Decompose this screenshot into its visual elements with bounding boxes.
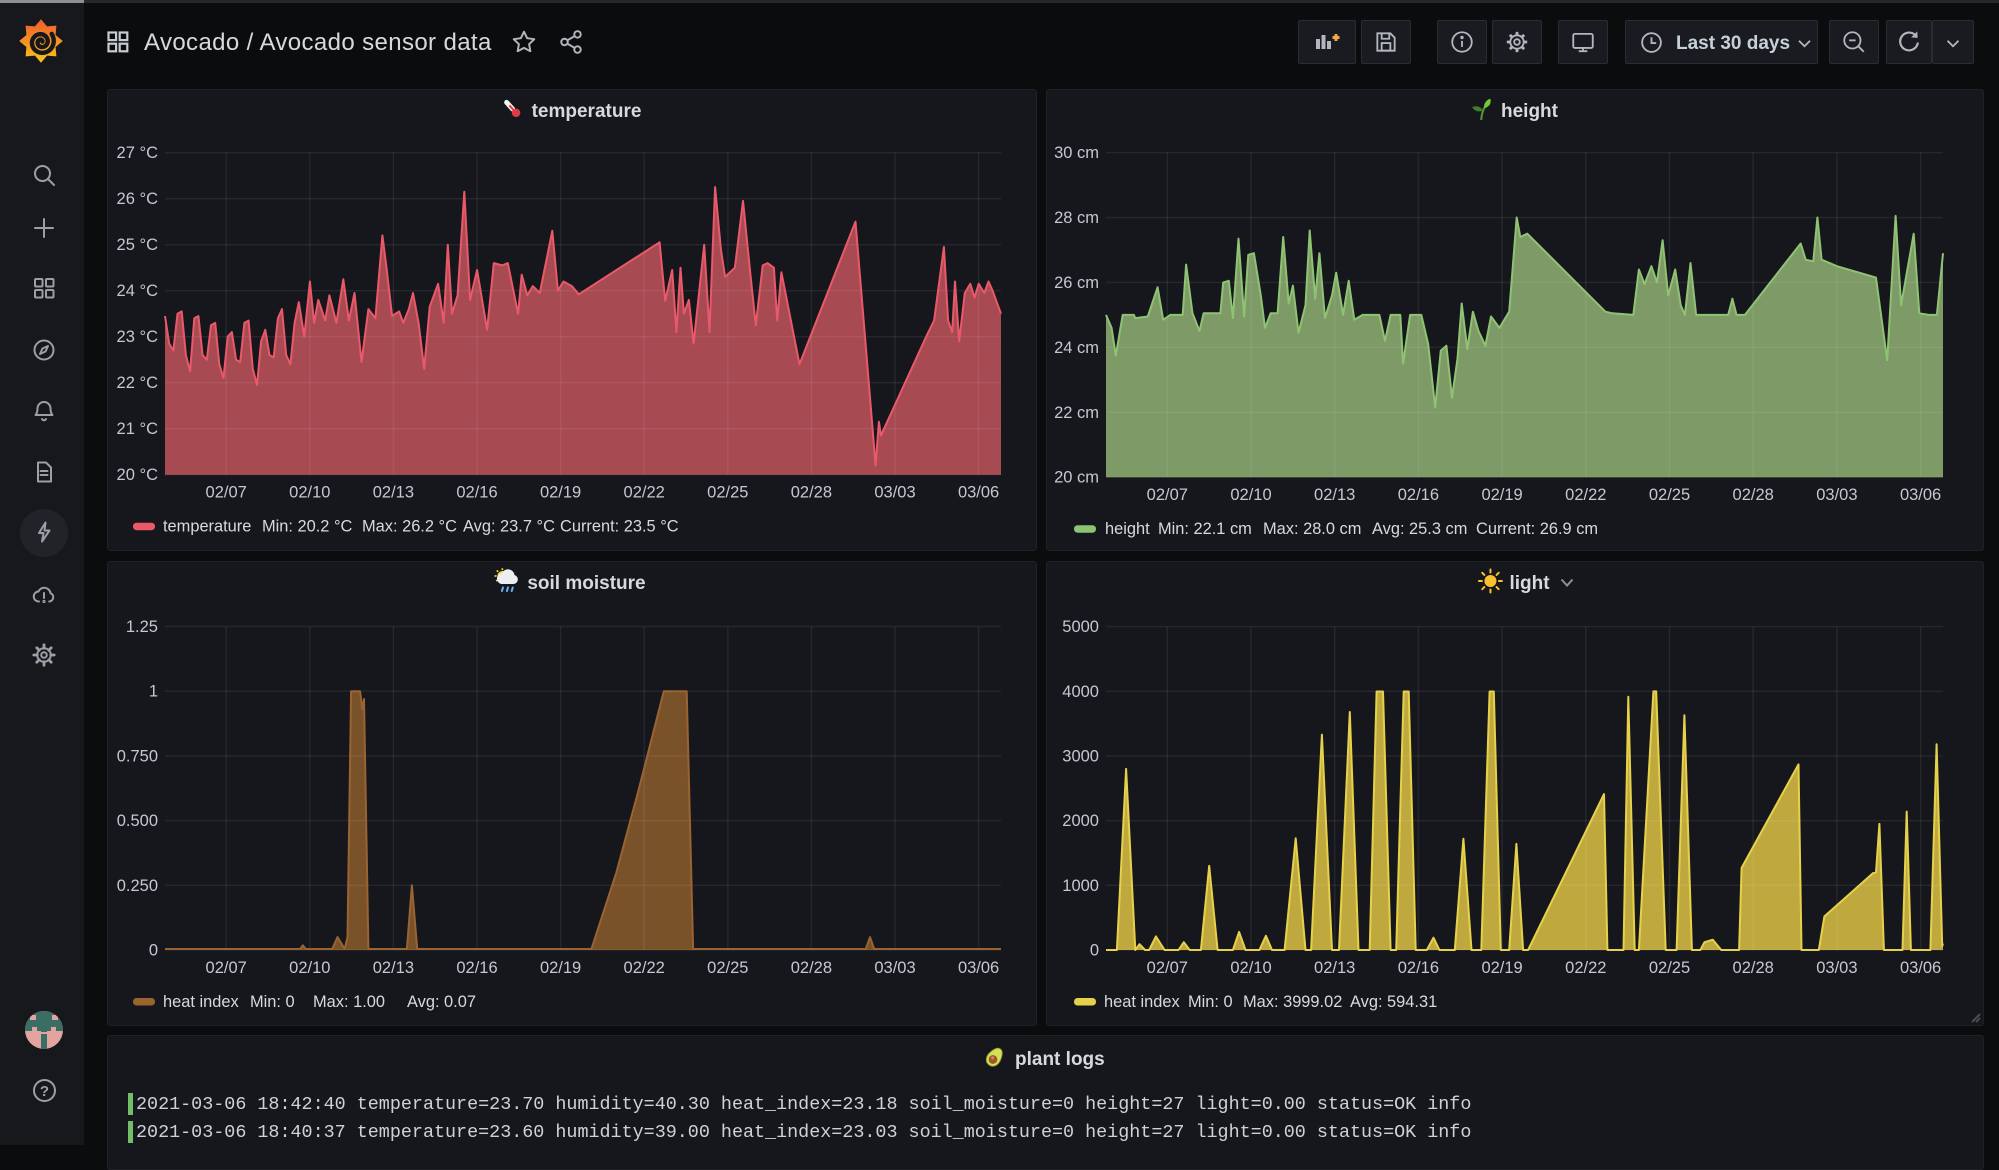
svg-text:02/07: 02/07 <box>206 484 247 502</box>
svg-text:02/10: 02/10 <box>1230 486 1271 504</box>
svg-text:4000: 4000 <box>1062 683 1099 701</box>
svg-text:02/19: 02/19 <box>1481 486 1522 504</box>
svg-text:02/13: 02/13 <box>1314 486 1355 504</box>
svg-text:light: light <box>1509 573 1550 594</box>
svg-text:0.500: 0.500 <box>117 812 158 830</box>
svg-text:02/22: 02/22 <box>1565 959 1606 977</box>
svg-text:02/25: 02/25 <box>707 959 748 977</box>
svg-text:02/19: 02/19 <box>1481 959 1522 977</box>
svg-text:22 cm: 22 cm <box>1054 404 1099 422</box>
svg-text:1000: 1000 <box>1062 877 1099 895</box>
svg-text:23 °C: 23 °C <box>117 328 159 346</box>
svg-text:26 cm: 26 cm <box>1054 274 1099 292</box>
svg-text:02/25: 02/25 <box>1649 486 1690 504</box>
svg-text:02/16: 02/16 <box>456 959 497 977</box>
svg-text:Max: 26.2 °C: Max: 26.2 °C <box>362 518 457 536</box>
svg-text:1: 1 <box>149 683 158 701</box>
svg-text:21 °C: 21 °C <box>117 420 159 438</box>
svg-text:Avg: 594.31: Avg: 594.31 <box>1350 993 1437 1011</box>
svg-text:0.250: 0.250 <box>117 877 158 895</box>
svg-text:03/06: 03/06 <box>958 959 999 977</box>
svg-text:20 °C: 20 °C <box>117 466 159 484</box>
svg-text:Avg: 23.7 °C: Avg: 23.7 °C <box>463 518 555 536</box>
svg-text:temperature: temperature <box>532 101 642 122</box>
svg-text:Current: 26.9 cm: Current: 26.9 cm <box>1476 520 1598 538</box>
svg-text:03/03: 03/03 <box>874 959 915 977</box>
svg-text:temperature: temperature <box>163 518 251 536</box>
svg-text:02/10: 02/10 <box>289 484 330 502</box>
svg-text:02/16: 02/16 <box>456 484 497 502</box>
svg-text:Min: 20.2 °C: Min: 20.2 °C <box>262 518 353 536</box>
svg-text:02/28: 02/28 <box>1733 486 1774 504</box>
svg-text:heat index: heat index <box>163 993 239 1011</box>
svg-text:02/28: 02/28 <box>791 484 832 502</box>
svg-text:Min: 0: Min: 0 <box>1188 993 1233 1011</box>
svg-text:height: height <box>1501 101 1559 122</box>
svg-text:03/03: 03/03 <box>874 484 915 502</box>
svg-text:02/22: 02/22 <box>624 959 665 977</box>
svg-text:02/19: 02/19 <box>540 484 581 502</box>
svg-text:plant logs: plant logs <box>1015 1049 1105 1070</box>
svg-text:02/22: 02/22 <box>1565 486 1606 504</box>
svg-text:5000: 5000 <box>1062 618 1099 636</box>
svg-text:Max: 28.0 cm: Max: 28.0 cm <box>1263 520 1361 538</box>
svg-text:25 °C: 25 °C <box>117 236 159 254</box>
svg-text:03/06: 03/06 <box>1900 486 1941 504</box>
svg-text:Avg: 0.07: Avg: 0.07 <box>407 993 476 1011</box>
svg-text:03/06: 03/06 <box>958 484 999 502</box>
svg-text:Min: 0: Min: 0 <box>250 993 295 1011</box>
svg-text:02/07: 02/07 <box>206 959 247 977</box>
svg-text:Max: 1.00: Max: 1.00 <box>313 993 385 1011</box>
svg-text:02/22: 02/22 <box>624 484 665 502</box>
svg-text:Max: 3999.02: Max: 3999.02 <box>1243 993 1342 1011</box>
svg-text:02/10: 02/10 <box>1230 959 1271 977</box>
svg-text:height: height <box>1105 520 1150 538</box>
svg-text:20 cm: 20 cm <box>1054 469 1099 487</box>
svg-text:30 cm: 30 cm <box>1054 144 1099 162</box>
svg-text:02/07: 02/07 <box>1147 959 1188 977</box>
svg-text:02/25: 02/25 <box>1649 959 1690 977</box>
svg-text:22 °C: 22 °C <box>117 374 159 392</box>
svg-text:02/13: 02/13 <box>373 959 414 977</box>
svg-text:0: 0 <box>1090 942 1099 960</box>
svg-text:Avg: 25.3 cm: Avg: 25.3 cm <box>1372 520 1467 538</box>
svg-text:27 °C: 27 °C <box>117 144 159 162</box>
svg-text:?: ? <box>40 1083 49 1100</box>
svg-text:02/25: 02/25 <box>707 484 748 502</box>
svg-text:03/06: 03/06 <box>1900 959 1941 977</box>
svg-text:28 cm: 28 cm <box>1054 209 1099 227</box>
svg-text:02/16: 02/16 <box>1398 486 1439 504</box>
svg-text:02/19: 02/19 <box>540 959 581 977</box>
svg-text:24 °C: 24 °C <box>117 282 159 300</box>
svg-text:Current: 23.5 °C: Current: 23.5 °C <box>560 518 679 536</box>
svg-text:0.750: 0.750 <box>117 747 158 765</box>
svg-text:03/03: 03/03 <box>1816 959 1857 977</box>
svg-text:02/13: 02/13 <box>1314 959 1355 977</box>
svg-text:02/10: 02/10 <box>289 959 330 977</box>
svg-text:1.25: 1.25 <box>126 618 158 636</box>
svg-text:03/03: 03/03 <box>1816 486 1857 504</box>
svg-text:Min: 22.1 cm: Min: 22.1 cm <box>1158 520 1252 538</box>
svg-text:26 °C: 26 °C <box>117 190 159 208</box>
svg-text:24 cm: 24 cm <box>1054 339 1099 357</box>
svg-text:02/28: 02/28 <box>1733 959 1774 977</box>
svg-text:2000: 2000 <box>1062 812 1099 830</box>
svg-text:3000: 3000 <box>1062 747 1099 765</box>
svg-text:02/16: 02/16 <box>1398 959 1439 977</box>
svg-text:0: 0 <box>149 942 158 960</box>
svg-text:02/07: 02/07 <box>1147 486 1188 504</box>
svg-text:02/28: 02/28 <box>791 959 832 977</box>
svg-text:soil moisture: soil moisture <box>527 573 645 594</box>
svg-text:heat index: heat index <box>1104 993 1180 1011</box>
svg-text:02/13: 02/13 <box>373 484 414 502</box>
